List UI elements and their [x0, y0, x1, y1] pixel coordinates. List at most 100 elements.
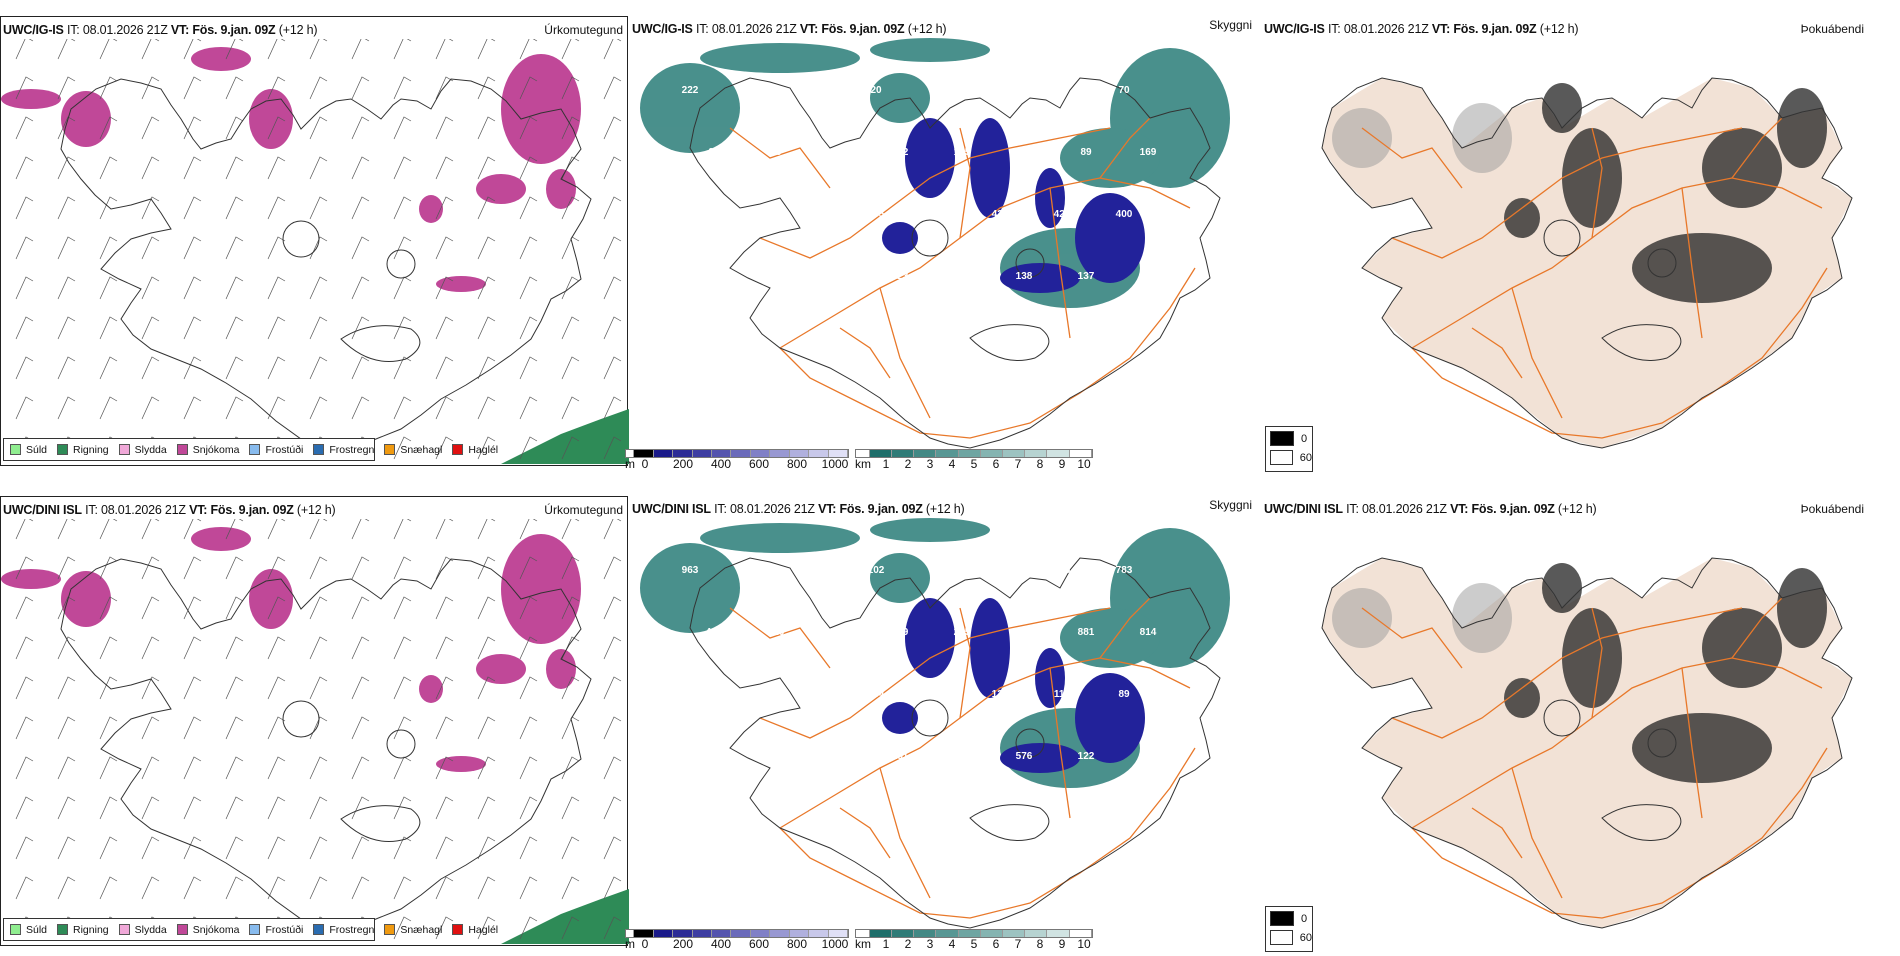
wind-barb	[477, 76, 496, 100]
wind-barb	[15, 276, 34, 300]
lead-time: (+12 h)	[925, 502, 965, 516]
colorbar-tick: 800	[786, 937, 808, 951]
wind-barb	[309, 276, 328, 300]
colorbar-cell	[770, 930, 790, 937]
wind-barb	[267, 39, 286, 60]
wind-barb	[99, 716, 118, 740]
cloud-base-label: 89	[1080, 147, 1092, 158]
panel-header: UWC/IG-IS IT: 08.01.2026 21Z VT: Fös. 9.…	[3, 23, 318, 37]
wind-barb	[519, 436, 538, 460]
wind-barb	[141, 636, 160, 660]
legend-item: Frostregn	[313, 444, 374, 456]
cloud-base-label: 95	[746, 333, 758, 344]
wind-barb	[561, 676, 580, 700]
cloud-base-label: 89	[1118, 689, 1130, 700]
wind-barb	[183, 676, 202, 700]
wind-barb	[351, 156, 370, 180]
cloud-base-label: 944	[744, 565, 761, 576]
wind-barb	[267, 116, 286, 140]
init-time: IT: 08.01.2026 21Z	[714, 502, 815, 516]
wind-barb	[561, 876, 580, 900]
precip-type-map	[1, 39, 629, 464]
cloud-base-label: 400	[1116, 209, 1133, 220]
panel-header: UWC/DINI ISL IT: 08.01.2026 21Z VT: Fös.…	[632, 502, 965, 516]
wind-barb	[141, 836, 160, 860]
colorbar-cell	[914, 930, 937, 937]
wind-barb	[561, 716, 580, 740]
cloud-base-label: 90	[770, 751, 782, 762]
init-time: IT: 08.01.2026 21Z	[85, 503, 186, 517]
wind-barb	[351, 756, 370, 780]
colorbar-tick: 10	[1077, 937, 1091, 951]
colorbar-cell	[1003, 930, 1026, 937]
wind-barb	[99, 396, 118, 420]
wind-barb	[57, 316, 76, 340]
wind-barb	[393, 556, 412, 580]
wind-barb	[393, 156, 412, 180]
colorbar-tick: 4	[948, 457, 956, 471]
wind-barb	[225, 519, 244, 540]
wind-barb	[183, 316, 202, 340]
colorbar-tick: 7	[1014, 457, 1022, 471]
wind-barb	[267, 236, 286, 260]
wind-barb	[57, 356, 76, 380]
wind-barb	[267, 636, 286, 660]
wind-barb	[99, 76, 118, 100]
wind-barb	[309, 556, 328, 580]
cloud-base-label: 159	[930, 209, 947, 220]
wind-barb	[225, 156, 244, 180]
cloud-base-label: 323	[892, 271, 909, 282]
wind-barb	[267, 876, 286, 900]
wind-barb	[519, 196, 538, 220]
wind-barb	[99, 356, 118, 380]
wind-barb	[393, 636, 412, 660]
precip-type-panel: UWC/IG-IS IT: 08.01.2026 21Z VT: Fös. 9.…	[0, 16, 629, 466]
wind-barb	[435, 756, 454, 780]
legend-swatch	[10, 924, 21, 935]
cloud-base-label: 138	[1016, 271, 1033, 282]
colorbar-tick: 4	[948, 937, 956, 951]
wind-barb	[183, 356, 202, 380]
fog-index-panel: UWC/IG-IS IT: 08.01.2026 21Z VT: Fös. 9.…	[1262, 16, 1900, 466]
cloud-base-label: 122	[1078, 751, 1095, 762]
wind-barb	[15, 236, 34, 260]
legend-swatch	[176, 924, 188, 935]
init-time: IT: 08.01.2026 21Z	[66, 23, 168, 37]
panel-header: UWC/DINI ISL IT: 08.01.2026 21Z VT: Fös.…	[1264, 502, 1597, 516]
cloud-base-label: 93	[708, 147, 720, 158]
wind-barb	[309, 756, 328, 780]
lead-time: (+12 h)	[296, 503, 336, 517]
visibility-panel: UWC/IG-IS IT: 08.01.2026 21Z VT: Fös. 9.…	[630, 16, 1258, 466]
wind-barb	[435, 316, 454, 340]
wind-barb	[477, 436, 496, 460]
wind-barb	[99, 676, 118, 700]
legend-label: Súld	[26, 923, 48, 936]
colorbar-cell	[936, 930, 959, 937]
wind-barb	[393, 316, 412, 340]
wind-barb	[477, 596, 496, 620]
cloud-base-label: 520	[768, 627, 785, 638]
wind-barb	[267, 676, 286, 700]
wind-barb	[603, 916, 622, 940]
wind-barb	[183, 156, 202, 180]
legend-swatch	[118, 444, 130, 455]
legend-swatch	[57, 444, 69, 455]
colorbar-tick: 400	[710, 937, 732, 951]
wind-barb	[141, 756, 160, 780]
wind-barb	[267, 76, 286, 100]
wind-barb	[57, 156, 76, 180]
cloud-base-label: 20	[870, 85, 882, 96]
wind-barb	[225, 556, 244, 580]
precip-type-legend: Súld Rigning Slydda Snjókoma Frostúði Frostre…	[3, 918, 498, 941]
wind-barb	[435, 716, 454, 740]
wind-barb	[393, 676, 412, 700]
wind-barb	[477, 716, 496, 740]
legend-swatch	[384, 924, 396, 935]
wind-barb	[603, 556, 622, 580]
wind-barb	[477, 196, 496, 220]
cloud-base-label: 101	[706, 271, 723, 282]
wind-barb	[15, 756, 34, 780]
wind-barb	[309, 196, 328, 220]
wind-barb	[225, 596, 244, 620]
wind-barb	[477, 236, 496, 260]
